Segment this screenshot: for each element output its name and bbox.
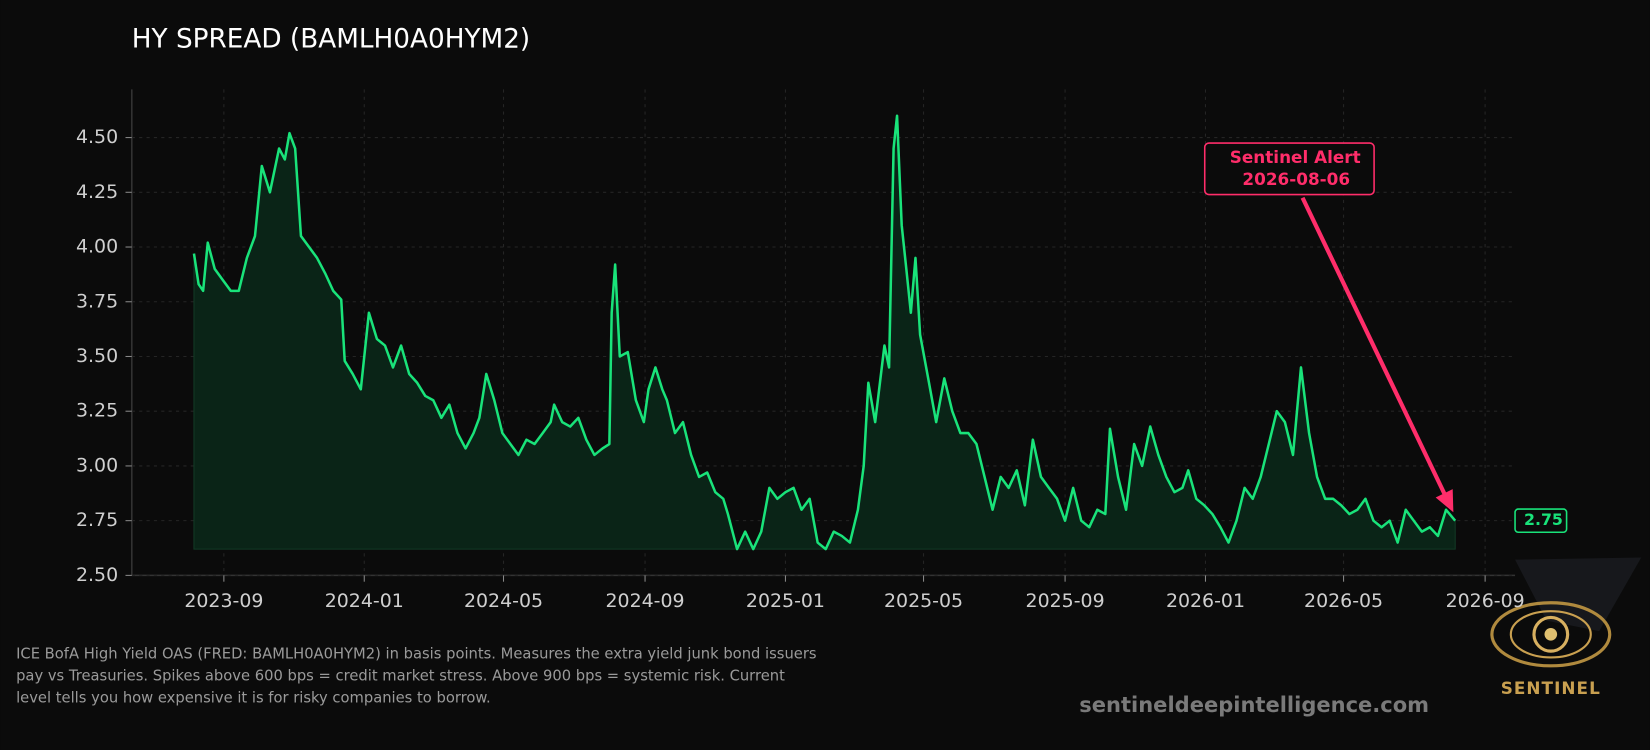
annotation-box <box>1203 142 1375 196</box>
x-tick-label: 2025-05 <box>884 590 963 612</box>
y-tick-label: 4.50 <box>76 126 118 148</box>
annotation-label: Sentinel Alert <box>1230 147 1361 167</box>
y-tick-label: 4.00 <box>76 236 118 258</box>
y-tick-label: 2.50 <box>76 564 118 586</box>
x-tick-label: 2026-09 <box>1446 590 1525 612</box>
annotation-arrowhead <box>1435 489 1454 513</box>
chart-title: HY SPREAD (BAMLH0A0HYM2) <box>132 24 530 54</box>
annotation-arrow <box>1300 196 1449 500</box>
last-value-box <box>1514 508 1568 534</box>
logo-text: SENTINEL <box>1501 678 1601 698</box>
y-tick-label: 3.00 <box>76 454 118 476</box>
line-series <box>192 114 1457 551</box>
y-tick-label: 3.25 <box>76 400 118 422</box>
x-tick-label: 2026-05 <box>1304 590 1383 612</box>
description-line: ICE BofA High Yield OAS (FRED: BAMLH0A0H… <box>16 645 817 662</box>
x-tick-label: 2024-09 <box>606 590 685 612</box>
x-tick-label: 2024-01 <box>325 590 404 612</box>
y-tick-label: 3.50 <box>76 345 118 367</box>
y-tick-label: 2.75 <box>76 509 118 531</box>
annotation-date: 2026-08-06 <box>1242 169 1350 189</box>
description-line: pay vs Treasuries. Spikes above 600 bps … <box>16 667 785 684</box>
x-tick-label: 2025-09 <box>1026 590 1105 612</box>
x-tick-label: 2026-01 <box>1166 590 1245 612</box>
description-line: level tells you how expensive it is for … <box>16 689 491 706</box>
last-value-label: 2.75 <box>1524 510 1563 529</box>
logo <box>1490 557 1642 668</box>
description: ICE BofA High Yield OAS (FRED: BAMLH0A0H… <box>16 645 817 706</box>
y-tick-label: 4.25 <box>76 181 118 203</box>
x-tick-label: 2025-01 <box>746 590 825 612</box>
y-tick-label: 3.75 <box>76 290 118 312</box>
website: sentineldeepintelligence.com <box>1079 692 1429 717</box>
x-tick-label: 2024-05 <box>464 590 543 612</box>
x-tick-label: 2023-09 <box>184 590 263 612</box>
